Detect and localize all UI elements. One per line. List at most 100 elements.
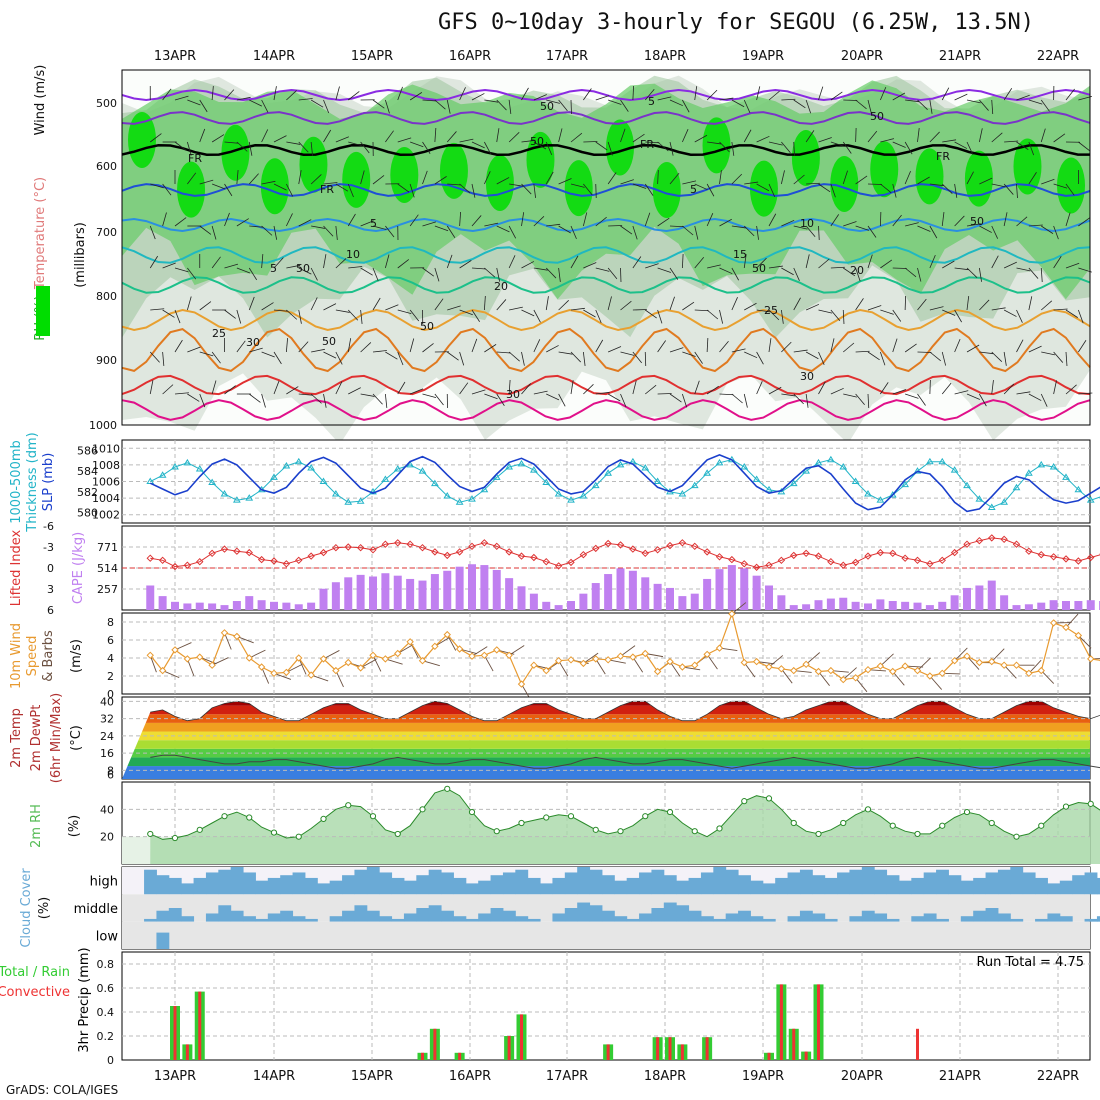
cape-bar <box>529 593 538 610</box>
cape-bar <box>765 585 773 610</box>
wind-barb <box>298 341 309 353</box>
lifted-index-point <box>542 557 550 566</box>
wind-barb <box>459 351 465 366</box>
wind-barb <box>471 141 485 149</box>
wind-barb <box>471 215 482 227</box>
cape-bar <box>220 605 229 610</box>
contour-label: 20 <box>494 280 508 293</box>
wind-barb <box>533 141 547 150</box>
cape-bar <box>876 599 885 610</box>
cloud-cell <box>589 869 603 895</box>
contour-label: FR <box>936 150 950 163</box>
wind-barb <box>298 170 302 185</box>
wind-barb <box>249 347 263 353</box>
cape-bar <box>245 596 254 610</box>
wind-barb <box>310 174 322 185</box>
wind-barb <box>335 381 343 395</box>
thickness-point <box>1000 498 1009 505</box>
wind-barb <box>607 267 618 280</box>
wind-barb <box>694 134 708 143</box>
wind-barb <box>706 183 715 197</box>
wind-barb-10m <box>397 644 414 654</box>
cloud-cell <box>738 910 751 922</box>
wind-barb <box>422 267 435 277</box>
wind-barb <box>521 212 525 227</box>
wind-barb <box>855 225 870 231</box>
wind-barb <box>311 225 325 229</box>
thickness-point <box>294 457 303 465</box>
date-label-top: 20APR <box>841 49 883 64</box>
wind-barb <box>286 90 297 101</box>
wind-barb <box>521 261 535 269</box>
wind-barb <box>941 382 952 395</box>
cloud-cell <box>428 869 442 895</box>
wind-barb <box>768 338 772 353</box>
wind-barb <box>484 99 499 103</box>
cloud-cell <box>837 872 850 895</box>
cloud-cell <box>1047 883 1061 895</box>
wind-barb <box>904 170 911 185</box>
date-label-bottom: 19APR <box>742 1069 784 1084</box>
wind-barb <box>434 225 449 232</box>
wind-barb <box>620 99 629 112</box>
wind-barb <box>694 257 705 269</box>
wind-barb <box>397 309 412 315</box>
cloud-cell <box>713 918 727 922</box>
cape-bar <box>1000 595 1009 610</box>
wind-speed-point <box>245 654 253 662</box>
wind-barb <box>743 254 747 269</box>
lifted-index-point <box>864 552 872 560</box>
lifted-index-point <box>567 558 575 567</box>
thickness-point <box>678 489 687 497</box>
cloud-cell <box>168 877 182 895</box>
wind-barb <box>335 136 350 143</box>
wind-speed-point <box>629 653 637 661</box>
wind-barb <box>793 267 800 281</box>
wind-barb <box>360 170 365 185</box>
cape-bar <box>1037 602 1046 610</box>
cloud-cell <box>416 908 430 922</box>
wind-barb-10m <box>991 648 1005 662</box>
wind-barb <box>459 183 471 194</box>
wind-barb <box>954 390 969 395</box>
wind-barb <box>459 87 466 101</box>
wind-barb <box>706 385 719 395</box>
date-axis: 13APR 13APR 14APR 14APR 15APR 15APR 16APR 16APR… <box>154 49 1079 1084</box>
rh-high-blob <box>702 117 731 174</box>
contour-label: 25 <box>212 327 226 340</box>
wind-barb <box>508 380 511 395</box>
lifted-index-point <box>752 563 761 572</box>
wind-barb <box>471 389 486 395</box>
lifted-index-point <box>1012 540 1021 548</box>
wind-barb <box>669 141 674 156</box>
wind-barb <box>917 99 928 111</box>
cloud-cell <box>379 872 393 895</box>
wind-speed-point <box>752 657 761 666</box>
chart-title: GFS 0~10day 3-hourly for SEGOU (6.25W, 1… <box>438 10 1035 35</box>
wind-barb <box>818 137 832 143</box>
wind-barb <box>496 299 507 311</box>
wind-barb-10m <box>434 636 451 647</box>
wind-barb <box>905 222 919 227</box>
cloud-cell <box>936 918 949 922</box>
wind-barb-10m <box>372 655 382 672</box>
cloud-row-bg <box>122 921 1090 949</box>
lifted-index-point <box>245 548 253 557</box>
wind-barb <box>248 296 255 311</box>
wind-barb <box>991 132 1003 143</box>
wind-barb <box>397 137 412 143</box>
panel-axis-label: Cloud Cover <box>19 868 34 948</box>
wind-barb <box>867 130 878 143</box>
cloud-cell <box>911 916 925 922</box>
wind-barb <box>261 129 269 143</box>
wind-speed-point <box>431 642 439 651</box>
wind-barb <box>1016 141 1029 150</box>
wind-speed-point <box>592 655 600 663</box>
cloud-cell <box>948 875 962 895</box>
wind-barb <box>620 225 633 235</box>
cloud-cell <box>168 908 182 922</box>
rh-high-blob <box>260 158 289 215</box>
lifted-index-point <box>889 549 897 558</box>
wind-barb <box>706 213 714 227</box>
wind-barb <box>780 309 784 324</box>
